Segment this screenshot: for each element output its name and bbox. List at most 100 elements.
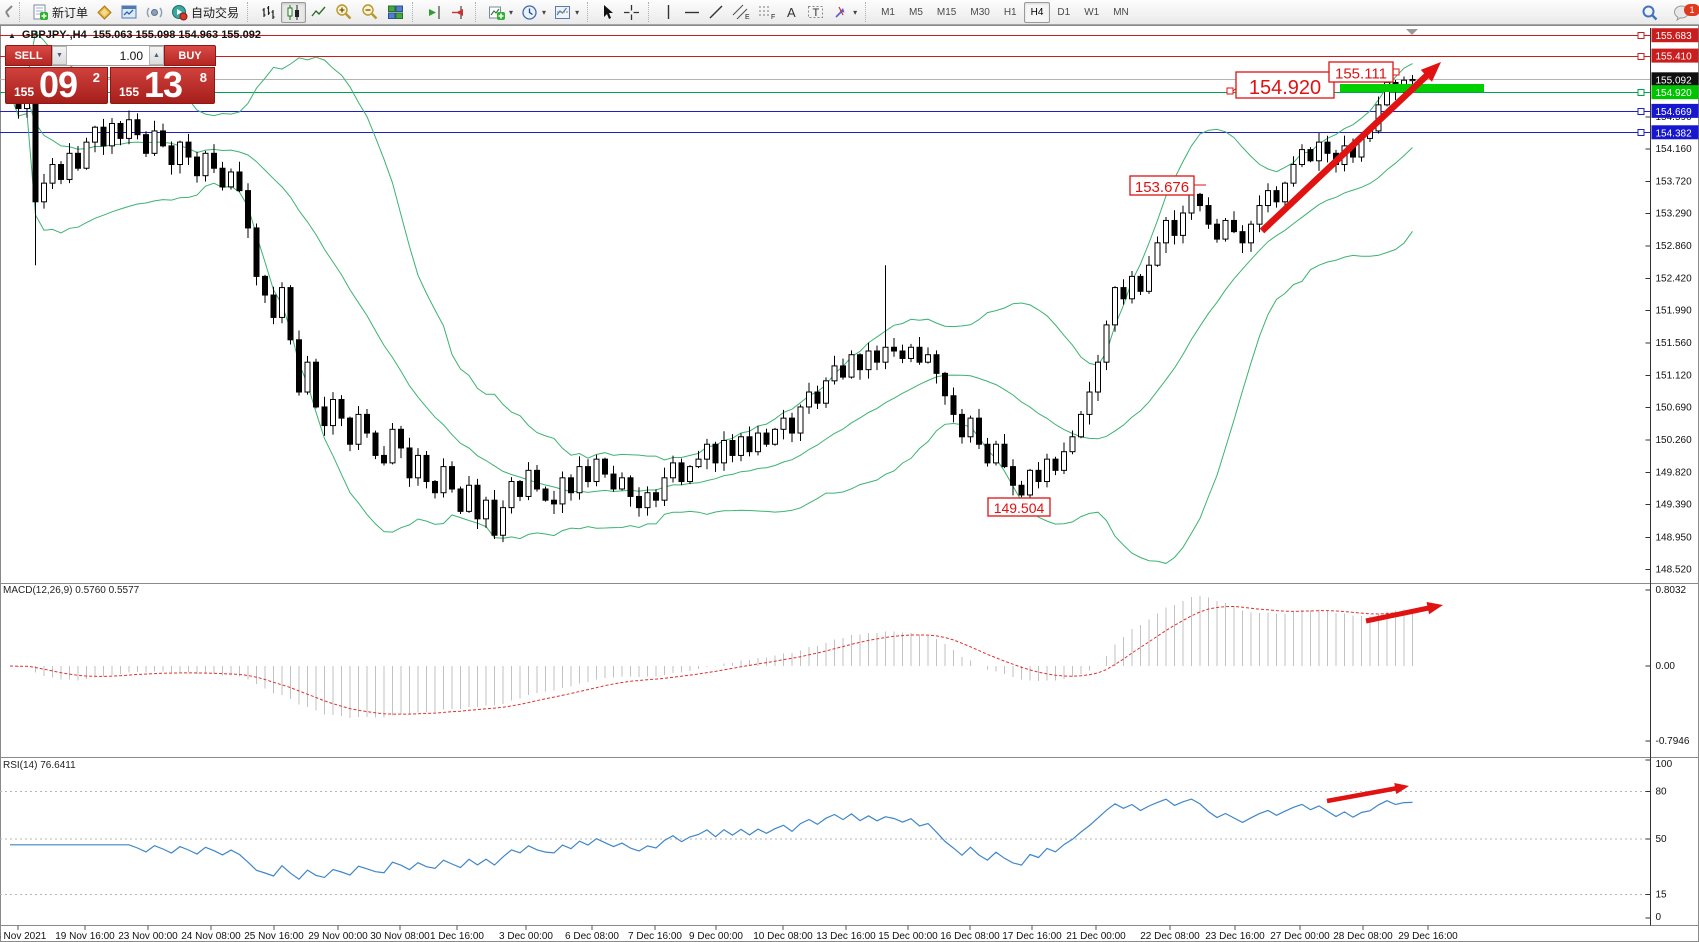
fibonacci-button[interactable]: F [754, 2, 780, 23]
line-chart-icon [311, 6, 326, 16]
vertical-line-button[interactable] [657, 2, 680, 23]
level-marker-154.669[interactable] [1637, 108, 1645, 115]
toolbar-separator [865, 2, 870, 22]
timeframe-M15[interactable]: M15 [936, 6, 957, 18]
bar-chart-button[interactable] [256, 2, 281, 23]
new-order-button[interactable]: 新订单 [28, 2, 92, 23]
tile-windows-button[interactable] [383, 2, 408, 23]
trend-arrow[interactable] [1365, 605, 1431, 624]
zoom-in-button[interactable] [331, 2, 357, 23]
timeframe-MN[interactable]: MN [1113, 6, 1129, 18]
timeframe-H4[interactable]: H4 [1023, 1, 1051, 23]
dropdown-caret-icon: ▾ [542, 7, 547, 17]
market-watch-button[interactable] [92, 2, 117, 23]
navigator-button[interactable] [142, 2, 167, 23]
indicators-button[interactable]: ▾ [484, 2, 517, 23]
level-marker-155.683[interactable] [1637, 32, 1645, 39]
chart-shift-button[interactable] [446, 2, 471, 23]
timeframe-W1[interactable]: W1 [1084, 6, 1100, 18]
svg-text:T: T [813, 7, 820, 19]
notifications-button[interactable]: 1 [1669, 2, 1699, 23]
time-label: 7 Dec 16:00 [628, 931, 682, 942]
time-label: 13 Dec 16:00 [816, 931, 876, 942]
annotations-layer[interactable]: 154.920 155.111 153.676 149.504 [987, 61, 1484, 804]
level-marker-155.410[interactable] [1637, 53, 1645, 60]
scroll-position-marker [1406, 29, 1418, 35]
svg-text:155.410: 155.410 [1656, 52, 1693, 63]
vertical-line-icon [667, 5, 670, 19]
time-label: 16 Dec 08:00 [940, 931, 1000, 942]
horizontal-line-button[interactable] [680, 2, 704, 23]
volume-decrease-button[interactable]: ▼ [52, 46, 67, 65]
search-button[interactable] [1637, 2, 1663, 23]
timeframe-M1[interactable]: M1 [881, 6, 895, 18]
dropdown-caret-icon: ▾ [853, 7, 858, 17]
sell-price-prefix: 155 [14, 85, 35, 99]
sell-price-tile[interactable]: 155 09 2 [5, 64, 108, 105]
timeframe-M30[interactable]: M30 [970, 6, 990, 18]
level-marker-154.382[interactable] [1637, 129, 1645, 136]
price-badge-154.382 [1651, 125, 1699, 140]
text-label-button[interactable]: T [803, 2, 828, 23]
trend-arrow[interactable] [1326, 785, 1398, 804]
price-tag-box[interactable] [1235, 71, 1335, 99]
time-label: 1 Dec 16:00 [430, 931, 484, 942]
time-label: 23 Dec 16:00 [1205, 931, 1265, 942]
buy-price-sup: 8 [199, 70, 207, 85]
timeframe-H1[interactable]: H1 [1003, 6, 1017, 18]
trendline-button[interactable] [704, 2, 728, 23]
toolbar-separator [19, 2, 24, 22]
toolbar-right-group: 1 [1637, 0, 1699, 25]
level-marker-154.920[interactable] [1637, 89, 1645, 96]
price-tag-box[interactable] [987, 497, 1051, 517]
text-button[interactable]: A [780, 2, 803, 23]
main-toolbar: 新订单 自动交易 [0, 0, 1699, 25]
macd-indicator-label: MACD(12,26,9) 0.5760 0.5577 [3, 585, 140, 596]
candlestick-chart-button[interactable] [281, 1, 307, 23]
trend-arrow-head [1420, 62, 1441, 82]
notification-badge: 1 [1684, 4, 1699, 16]
auto-scroll-button[interactable] [421, 2, 446, 23]
timeframe-M5[interactable]: M5 [909, 6, 923, 18]
line-chart-button[interactable] [306, 2, 331, 23]
volume-stepper: ▼ 1.00 ▲ [52, 45, 164, 66]
tile-windows-icon [388, 5, 404, 19]
market-watch-icon [97, 4, 112, 20]
templates-button[interactable]: ▾ [550, 2, 583, 23]
svg-text:149.390: 149.390 [1656, 500, 1693, 511]
data-window-button[interactable] [117, 2, 142, 23]
periods-button[interactable]: ▾ [517, 2, 550, 23]
equidistant-channel-button[interactable]: E [728, 2, 754, 23]
sell-button[interactable]: SELL [5, 45, 52, 66]
buy-price-tile[interactable]: 155 13 8 [110, 64, 215, 105]
svg-text:80: 80 [1656, 787, 1668, 798]
toolbar-separator [475, 2, 480, 22]
time-label: 15 Dec 00:00 [878, 931, 938, 942]
time-label: 19 Nov 16:00 [55, 931, 115, 942]
time-label: 10 Dec 08:00 [753, 931, 813, 942]
price-badge-155.683 [1651, 28, 1699, 43]
zoom-out-button[interactable] [357, 2, 383, 23]
volume-value[interactable]: 1.00 [119, 48, 143, 63]
svg-text:-0.7946: -0.7946 [1656, 736, 1690, 747]
svg-text:152.860: 152.860 [1656, 241, 1693, 252]
trendline-icon [709, 5, 723, 19]
volume-increase-button[interactable]: ▲ [149, 46, 164, 65]
sell-price-big: 09 [39, 64, 78, 105]
buy-button[interactable]: BUY [164, 45, 216, 66]
autotrading-button[interactable]: 自动交易 [167, 2, 243, 23]
crosshair-button[interactable] [619, 2, 644, 23]
rsi-pane: 100 80 50 15 0 [0, 759, 1673, 923]
svg-text:151.120: 151.120 [1656, 371, 1693, 382]
trend-arrow[interactable] [1259, 72, 1431, 234]
arrows-shapes-button[interactable]: ▾ [828, 2, 861, 23]
timeframe-D1[interactable]: D1 [1057, 6, 1071, 18]
arrows-shapes-icon [835, 6, 845, 18]
price-tag-box[interactable] [1328, 61, 1394, 83]
price-tag-box[interactable] [1129, 175, 1195, 196]
chart-symbol-timeframe: GBPJPY-,H4 [21, 29, 87, 41]
pane-dividers[interactable] [0, 28, 1699, 926]
cursor-button[interactable] [596, 2, 619, 23]
